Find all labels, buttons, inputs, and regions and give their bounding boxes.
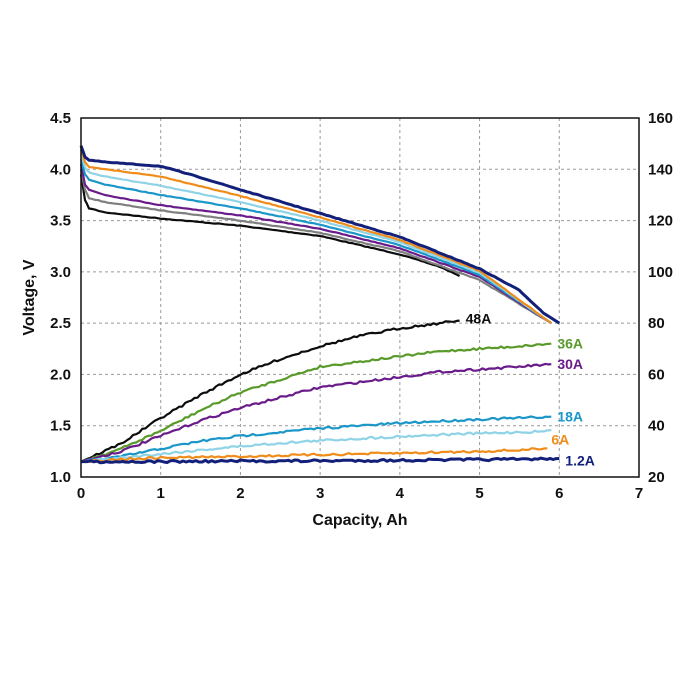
y-tick-label: 4.0	[50, 161, 71, 178]
y-tick-label: 2.5	[50, 315, 71, 332]
series-labels: 48A 36A 30A 18A 6A 1.2A	[466, 311, 595, 469]
x-tick-label: 5	[475, 485, 483, 502]
temperature-curve	[80, 342, 552, 463]
y2-tick-label: 20	[648, 469, 665, 486]
voltage-curve	[79, 153, 552, 325]
y-tick-label: 3.0	[50, 264, 71, 281]
x-axis-title: Capacity, Ah	[312, 512, 407, 529]
x-tick-label: 4	[396, 485, 405, 502]
series-label: 30A	[557, 356, 583, 372]
y-tick-label: 2.0	[50, 366, 71, 383]
x-tick-label: 6	[555, 485, 563, 502]
y-tick-label: 1.5	[50, 418, 71, 435]
series-label: 1.2A	[565, 453, 595, 469]
x-tick-label: 3	[316, 485, 324, 502]
y2-tick-label: 160	[648, 110, 673, 127]
series-label: 6A	[551, 431, 569, 447]
y-axis-title: Voltage, V	[21, 259, 38, 335]
temperature-curve	[80, 362, 552, 463]
temperature-curve	[80, 319, 460, 463]
x-tick-label: 2	[236, 485, 244, 502]
temperature-curve	[81, 456, 560, 465]
voltage-curve	[79, 158, 552, 325]
series-label: 36A	[557, 336, 583, 352]
plot-frame	[80, 117, 640, 478]
series-label: 18A	[557, 409, 583, 425]
y2-tick-label: 80	[648, 315, 665, 332]
x-tick-label: 7	[635, 485, 643, 502]
y-tick-label: 1.0	[50, 469, 71, 486]
x-tick-label: 1	[157, 485, 165, 502]
x-tick-label: 0	[77, 485, 85, 502]
y2-tick-label: 120	[648, 213, 673, 230]
tick-labels: 0 1 2 3 4 5 6 7 1.0 1.5 2.0 2.5 3.0 3.5 4.0 4.5 20 40 60 80…	[50, 110, 673, 502]
temperature-curve	[80, 428, 552, 463]
temperature-curve	[80, 415, 552, 463]
y2-tick-label: 140	[648, 161, 673, 178]
curves	[79, 145, 561, 465]
series-label: 48A	[466, 311, 492, 327]
voltage-curve	[79, 148, 552, 324]
voltage-curve	[79, 169, 552, 325]
y2-tick-label: 60	[648, 366, 665, 383]
voltage-curve	[79, 145, 561, 325]
y2-tick-label: 40	[648, 418, 665, 435]
y-tick-label: 3.5	[50, 213, 71, 230]
temperature-curve	[80, 447, 548, 463]
voltage-curve	[79, 163, 552, 325]
y2-tick-label: 100	[648, 264, 673, 281]
y-tick-label: 4.5	[50, 110, 71, 127]
voltage-curve	[79, 174, 461, 277]
